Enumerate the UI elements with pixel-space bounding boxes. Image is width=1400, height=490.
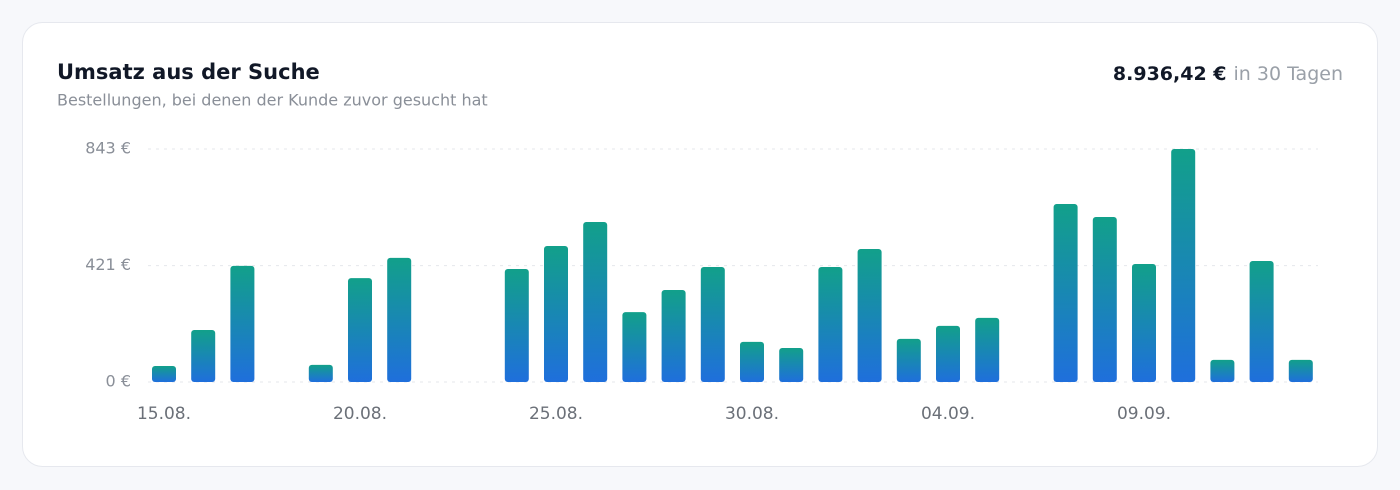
- bar: [1092, 216, 1117, 382]
- bar: [387, 257, 412, 382]
- bar: [308, 364, 333, 382]
- chart-title: Umsatz aus der Suche: [57, 60, 320, 84]
- bar: [1053, 204, 1078, 382]
- bar: [230, 265, 255, 382]
- bar: [1171, 149, 1196, 382]
- y-tick-label: 421 €: [85, 255, 131, 274]
- bar: [975, 317, 1000, 382]
- bar: [661, 289, 686, 382]
- x-tick-label: 30.08.: [725, 404, 779, 424]
- bar: [504, 268, 529, 382]
- summary: 8.936,42 € in 30 Tagen: [1113, 63, 1343, 85]
- bar: [622, 312, 647, 382]
- bar: [348, 278, 372, 382]
- x-tick-label: 04.09.: [921, 404, 975, 424]
- bar: [1249, 260, 1274, 382]
- bar: [779, 348, 804, 382]
- bar: [818, 267, 843, 382]
- chart-subtitle: Bestellungen, bei denen der Kunde zuvor …: [57, 91, 488, 110]
- bar: [1210, 359, 1235, 382]
- x-tick-label: 15.08.: [137, 404, 191, 424]
- bar: [544, 246, 568, 382]
- x-tick-label: 20.08.: [333, 404, 387, 424]
- y-tick-label: 0 €: [106, 372, 131, 391]
- bar: [700, 267, 725, 382]
- bar: [1288, 359, 1313, 382]
- bar: [740, 341, 764, 382]
- total: 8.936,42 €: [1113, 63, 1227, 85]
- bar: [1132, 263, 1156, 382]
- bar: [583, 221, 608, 382]
- bar: [896, 338, 921, 382]
- x-tick-label: 09.09.: [1117, 404, 1171, 424]
- bar: [857, 249, 882, 382]
- y-tick-label: 843 €: [85, 139, 131, 158]
- period: in 30 Tagen: [1234, 63, 1343, 85]
- bar: [152, 365, 176, 382]
- x-tick-label: 25.08.: [529, 404, 583, 424]
- bar: [191, 330, 216, 382]
- bar: [936, 325, 960, 382]
